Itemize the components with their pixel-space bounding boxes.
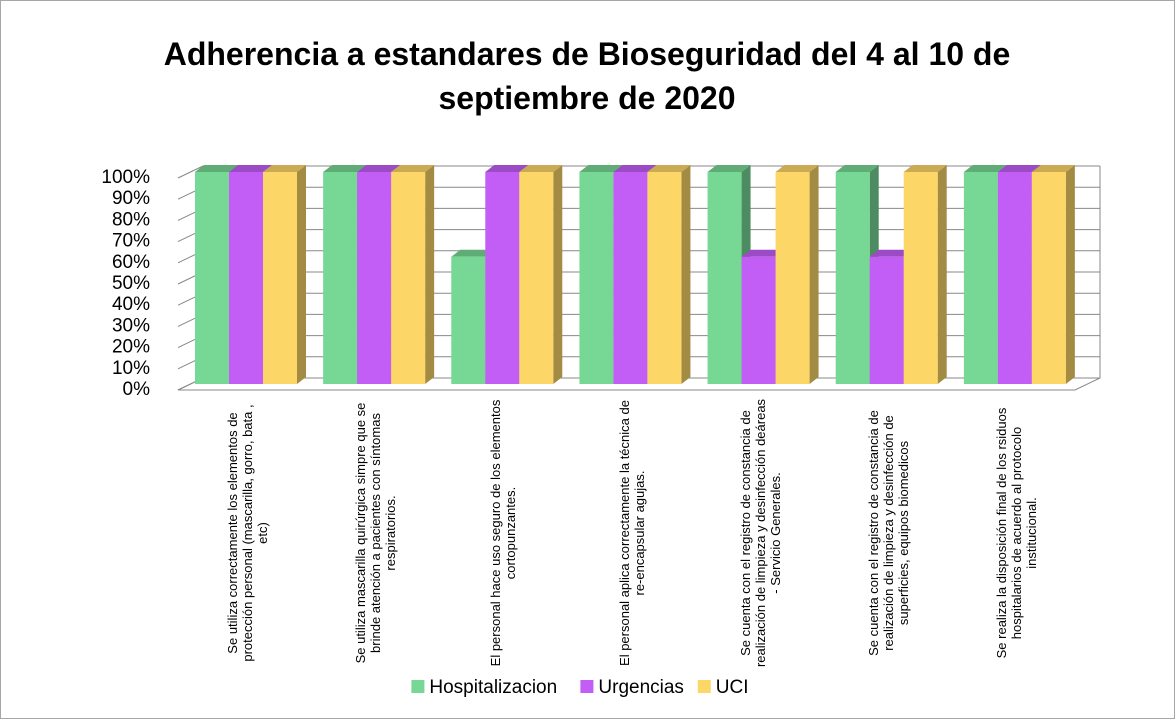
y-tick-label: 40% [112, 294, 150, 315]
y-tick-label: 50% [112, 273, 150, 294]
x-tick-label: El personal aplica correctamente la técn… [616, 400, 647, 666]
bar [647, 172, 682, 384]
bar [391, 172, 426, 384]
bar-top [485, 165, 529, 172]
chart-title: Adherencia a estandares de Bioseguridad … [163, 36, 1011, 116]
y-tick-label: 80% [112, 209, 150, 230]
y-tick-label: 70% [112, 231, 150, 252]
x-tick-label: Se cuenta con el registro de constancia … [737, 398, 783, 668]
bar-top [229, 165, 272, 172]
x-tick-label: Se cuenta con el registro de constancia … [865, 410, 911, 656]
x-tick-label: Se realiza la disposición final de los r… [993, 407, 1039, 659]
bar-top [263, 165, 306, 172]
bar-top [963, 165, 1007, 172]
bar [263, 172, 297, 384]
bar-top [741, 249, 785, 257]
y-tick-label: 100% [101, 167, 150, 188]
bar-top [391, 165, 435, 172]
y-tick-label: 20% [112, 337, 150, 358]
bar-side [553, 165, 563, 384]
bar [323, 172, 358, 384]
bar [835, 172, 870, 384]
bar-top [519, 165, 563, 172]
legend-label: UCI [716, 677, 749, 698]
bar [579, 172, 614, 384]
bar-side [937, 165, 947, 384]
bar-top [997, 165, 1041, 172]
bar [707, 172, 742, 384]
bar [229, 172, 263, 384]
y-tick-label: 60% [112, 252, 150, 273]
y-tick-label: 30% [112, 315, 150, 336]
bar [775, 172, 810, 384]
y-tick-label: 0% [123, 379, 151, 400]
x-tick-label: Se utiliza mascarilla quirúrgica simpre … [352, 402, 398, 664]
bar-top [903, 165, 947, 172]
bar-top [1031, 165, 1075, 172]
bar-side [297, 165, 306, 384]
legend-swatch [697, 680, 711, 693]
bar-top [835, 165, 879, 172]
bar [1031, 172, 1066, 384]
bar-top [707, 165, 751, 172]
bar [869, 256, 904, 384]
bar [195, 172, 229, 384]
x-tick-label: El personal hace uso seguro de los eleme… [488, 399, 519, 667]
y-tick-label: 10% [112, 358, 150, 379]
bar-top [647, 165, 691, 172]
bar [519, 172, 554, 384]
bar-top [323, 165, 367, 172]
bar-top [775, 165, 819, 172]
bar-side [425, 165, 435, 384]
legend-swatch [411, 680, 425, 693]
bar [357, 172, 392, 384]
bar [963, 172, 998, 384]
bar [903, 172, 938, 384]
bar-side [809, 165, 819, 384]
bar [741, 256, 776, 384]
legend-label: Hospitalizacion [429, 677, 557, 698]
bar-side [1065, 165, 1075, 384]
y-tick-label: 90% [112, 188, 150, 209]
bar [451, 256, 486, 384]
bar-top [357, 165, 401, 172]
bar-top [451, 249, 495, 257]
bar-side [681, 165, 691, 384]
bar-top [869, 249, 913, 257]
bar [997, 172, 1032, 384]
legend-label: Urgencias [598, 677, 684, 698]
bar-top [579, 165, 623, 172]
bar [613, 172, 648, 384]
bar [485, 172, 520, 384]
bar-top [195, 165, 238, 172]
x-tick-label: Se utiliza correctamente los elementos d… [224, 404, 270, 662]
grid-line-side [177, 165, 204, 179]
bar-top [613, 165, 657, 172]
legend-swatch [580, 680, 594, 693]
